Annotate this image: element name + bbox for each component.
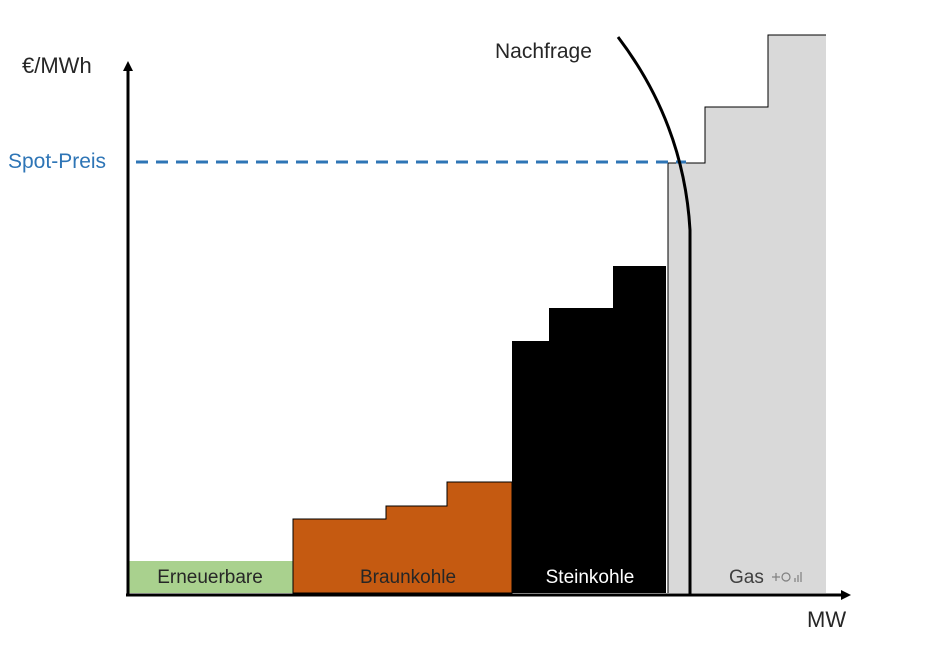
demand-curve — [616, 36, 692, 595]
block-steinkohle — [512, 266, 666, 593]
label-erneuerbare: Erneuerbare — [157, 567, 263, 588]
block-gas — [668, 35, 826, 593]
label-steinkohle: Steinkohle — [546, 567, 635, 588]
x-axis-label: MW — [807, 607, 846, 632]
y-axis-label: €/MWh — [22, 53, 92, 78]
gas-plant-icon — [772, 572, 802, 582]
supply-blocks — [128, 34, 826, 594]
label-gas: Gas — [729, 567, 764, 588]
label-braunkohle: Braunkohle — [360, 567, 456, 588]
demand-label: Nachfrage — [495, 40, 592, 63]
spot-price-label: Spot-Preis — [8, 150, 106, 173]
block-erneuerbare — [128, 561, 293, 593]
